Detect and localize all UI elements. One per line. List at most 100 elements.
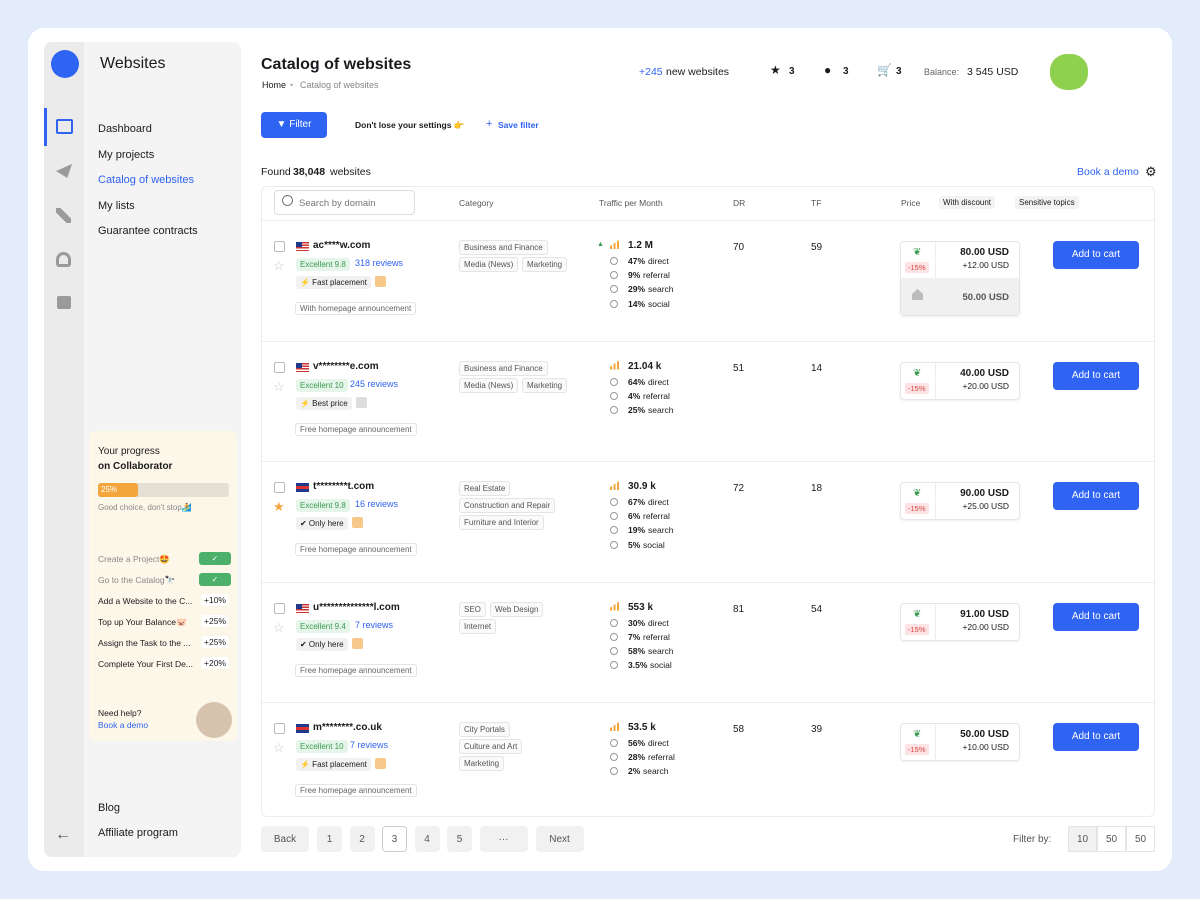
domain[interactable]: ac****w.com (313, 240, 371, 251)
trend-up: ▲ (597, 241, 604, 248)
stat-label: search (648, 404, 674, 415)
star[interactable]: ★ (273, 499, 285, 514)
domain[interactable]: v********e.com (313, 360, 379, 372)
page-button[interactable]: 4 (414, 826, 440, 852)
category: Business and Finance (459, 360, 548, 376)
add-to-cart[interactable]: Add to cart (1053, 482, 1139, 510)
settings-icon[interactable]: ⚙ (1145, 164, 1157, 179)
footer-link[interactable]: Affiliate program (98, 827, 178, 839)
found-label: Found (261, 166, 291, 178)
icon-rail (44, 42, 84, 857)
nav-item[interactable]: Catalog of websites (98, 174, 194, 186)
per-page[interactable]: 50 (1126, 826, 1155, 852)
checkbox[interactable] (274, 482, 285, 493)
nav-item[interactable]: Guarantee contracts (98, 225, 198, 237)
checkbox[interactable] (274, 241, 285, 252)
save-filter[interactable]: Save filter (498, 120, 539, 130)
domain[interactable]: t********t.com (313, 481, 375, 492)
page-button[interactable]: Next (535, 826, 584, 852)
reviews[interactable]: 16 reviews (355, 499, 399, 509)
add-to-cart[interactable]: Add to cart (1053, 723, 1139, 751)
search-box[interactable] (274, 190, 415, 215)
page-button[interactable]: 2 (349, 826, 375, 852)
save-icon[interactable]: + (486, 118, 493, 130)
filter-chip[interactable]: Sensitive topics (1015, 196, 1079, 209)
stat-icon (610, 391, 618, 400)
domain[interactable]: m********.co.uk (313, 722, 382, 733)
price-box (900, 602, 1020, 641)
stat-label: direct (648, 376, 669, 387)
star[interactable]: ☆ (273, 740, 285, 755)
new-count[interactable]: +245 (639, 66, 663, 78)
column-header: Category (459, 198, 494, 208)
breadcrumb[interactable]: Home (262, 80, 287, 90)
page-button[interactable]: 3 (382, 826, 407, 852)
checkbox[interactable] (274, 602, 285, 614)
footer-link[interactable]: Blog (98, 802, 121, 814)
nav-item[interactable]: My lists (98, 199, 135, 212)
announcement: Free homepage announcement (295, 422, 417, 436)
per-page[interactable]: 50 (1097, 826, 1126, 852)
icon-help[interactable] (57, 296, 71, 309)
icon-star[interactable]: ★ (770, 63, 781, 77)
star[interactable]: ☆ (273, 378, 285, 394)
per-page[interactable]: 10 (1068, 826, 1097, 852)
stat-value: 14% (628, 298, 646, 309)
icon-chat[interactable]: ● (824, 63, 832, 77)
leaf-icon: ❦ (913, 608, 922, 620)
page-button[interactable]: ··· (479, 826, 528, 852)
category: Culture and Art (459, 739, 523, 754)
stat-value: 4% (628, 390, 641, 401)
page-button[interactable]: 5 (447, 826, 472, 852)
stat-label: referral (643, 390, 670, 401)
reviews[interactable]: 7 reviews (355, 619, 394, 630)
dr: 51 (733, 362, 745, 374)
star[interactable]: ☆ (273, 619, 285, 635)
balance[interactable]: 3 545 USD (967, 66, 1019, 78)
discount: -15% (905, 503, 929, 514)
add-to-cart[interactable]: Add to cart (1053, 241, 1139, 269)
help-link[interactable]: Book a demo (98, 720, 149, 730)
stat-value: 7% (628, 631, 641, 642)
traffic-icon (610, 481, 619, 490)
icon-cart[interactable]: 🛒 (877, 63, 892, 77)
stat-label: search (648, 525, 674, 536)
checkbox[interactable] (274, 723, 285, 734)
user-avatar[interactable] (1050, 54, 1088, 90)
icon-collapse[interactable]: ← (55, 826, 71, 843)
icon-catalog[interactable] (56, 119, 73, 134)
stat-label: direct (648, 256, 669, 266)
task-label: Go to the Catalog🔭 (98, 575, 176, 585)
feature-tag: ⚡ Best price (296, 396, 352, 410)
filter-chip[interactable]: With discount (939, 196, 996, 209)
checkbox[interactable] (274, 361, 285, 373)
reviews[interactable]: 7 reviews (350, 740, 389, 750)
stat-value: 5% (628, 539, 641, 550)
new-label[interactable]: new websites (666, 66, 730, 78)
page-button[interactable]: Back (261, 826, 309, 852)
icon-support[interactable] (56, 252, 71, 267)
rating: Excellent 10 (296, 378, 348, 392)
book-demo[interactable]: Book a demo (1077, 166, 1139, 178)
star[interactable]: ☆ (273, 258, 285, 273)
stat-value: 3.5% (628, 660, 648, 671)
task-label: Add a Website to the C... (98, 596, 193, 606)
price-extra: +25.00 USD (962, 501, 1009, 511)
tf: 59 (811, 242, 823, 253)
task-label: Complete Your First De... (98, 659, 193, 669)
add-to-cart[interactable]: Add to cart (1053, 602, 1139, 631)
filter-button[interactable]: ▼ Filter (261, 112, 327, 138)
nav-item[interactable]: Dashboard (98, 123, 152, 135)
reviews[interactable]: 318 reviews (355, 258, 404, 268)
domain[interactable]: u**************l.com (313, 601, 400, 613)
add-to-cart[interactable]: Add to cart (1053, 361, 1139, 390)
page-button[interactable]: 1 (317, 826, 342, 852)
reviews[interactable]: 245 reviews (350, 378, 399, 389)
flag-cross (296, 486, 309, 489)
category: Marketing (522, 377, 568, 393)
nav-item[interactable]: My projects (98, 148, 155, 161)
filter-by: Filter by: (1013, 834, 1052, 845)
counter: 3 (843, 66, 849, 77)
search-placeholder: Search by domain (299, 198, 376, 209)
dr: 58 (733, 724, 745, 735)
